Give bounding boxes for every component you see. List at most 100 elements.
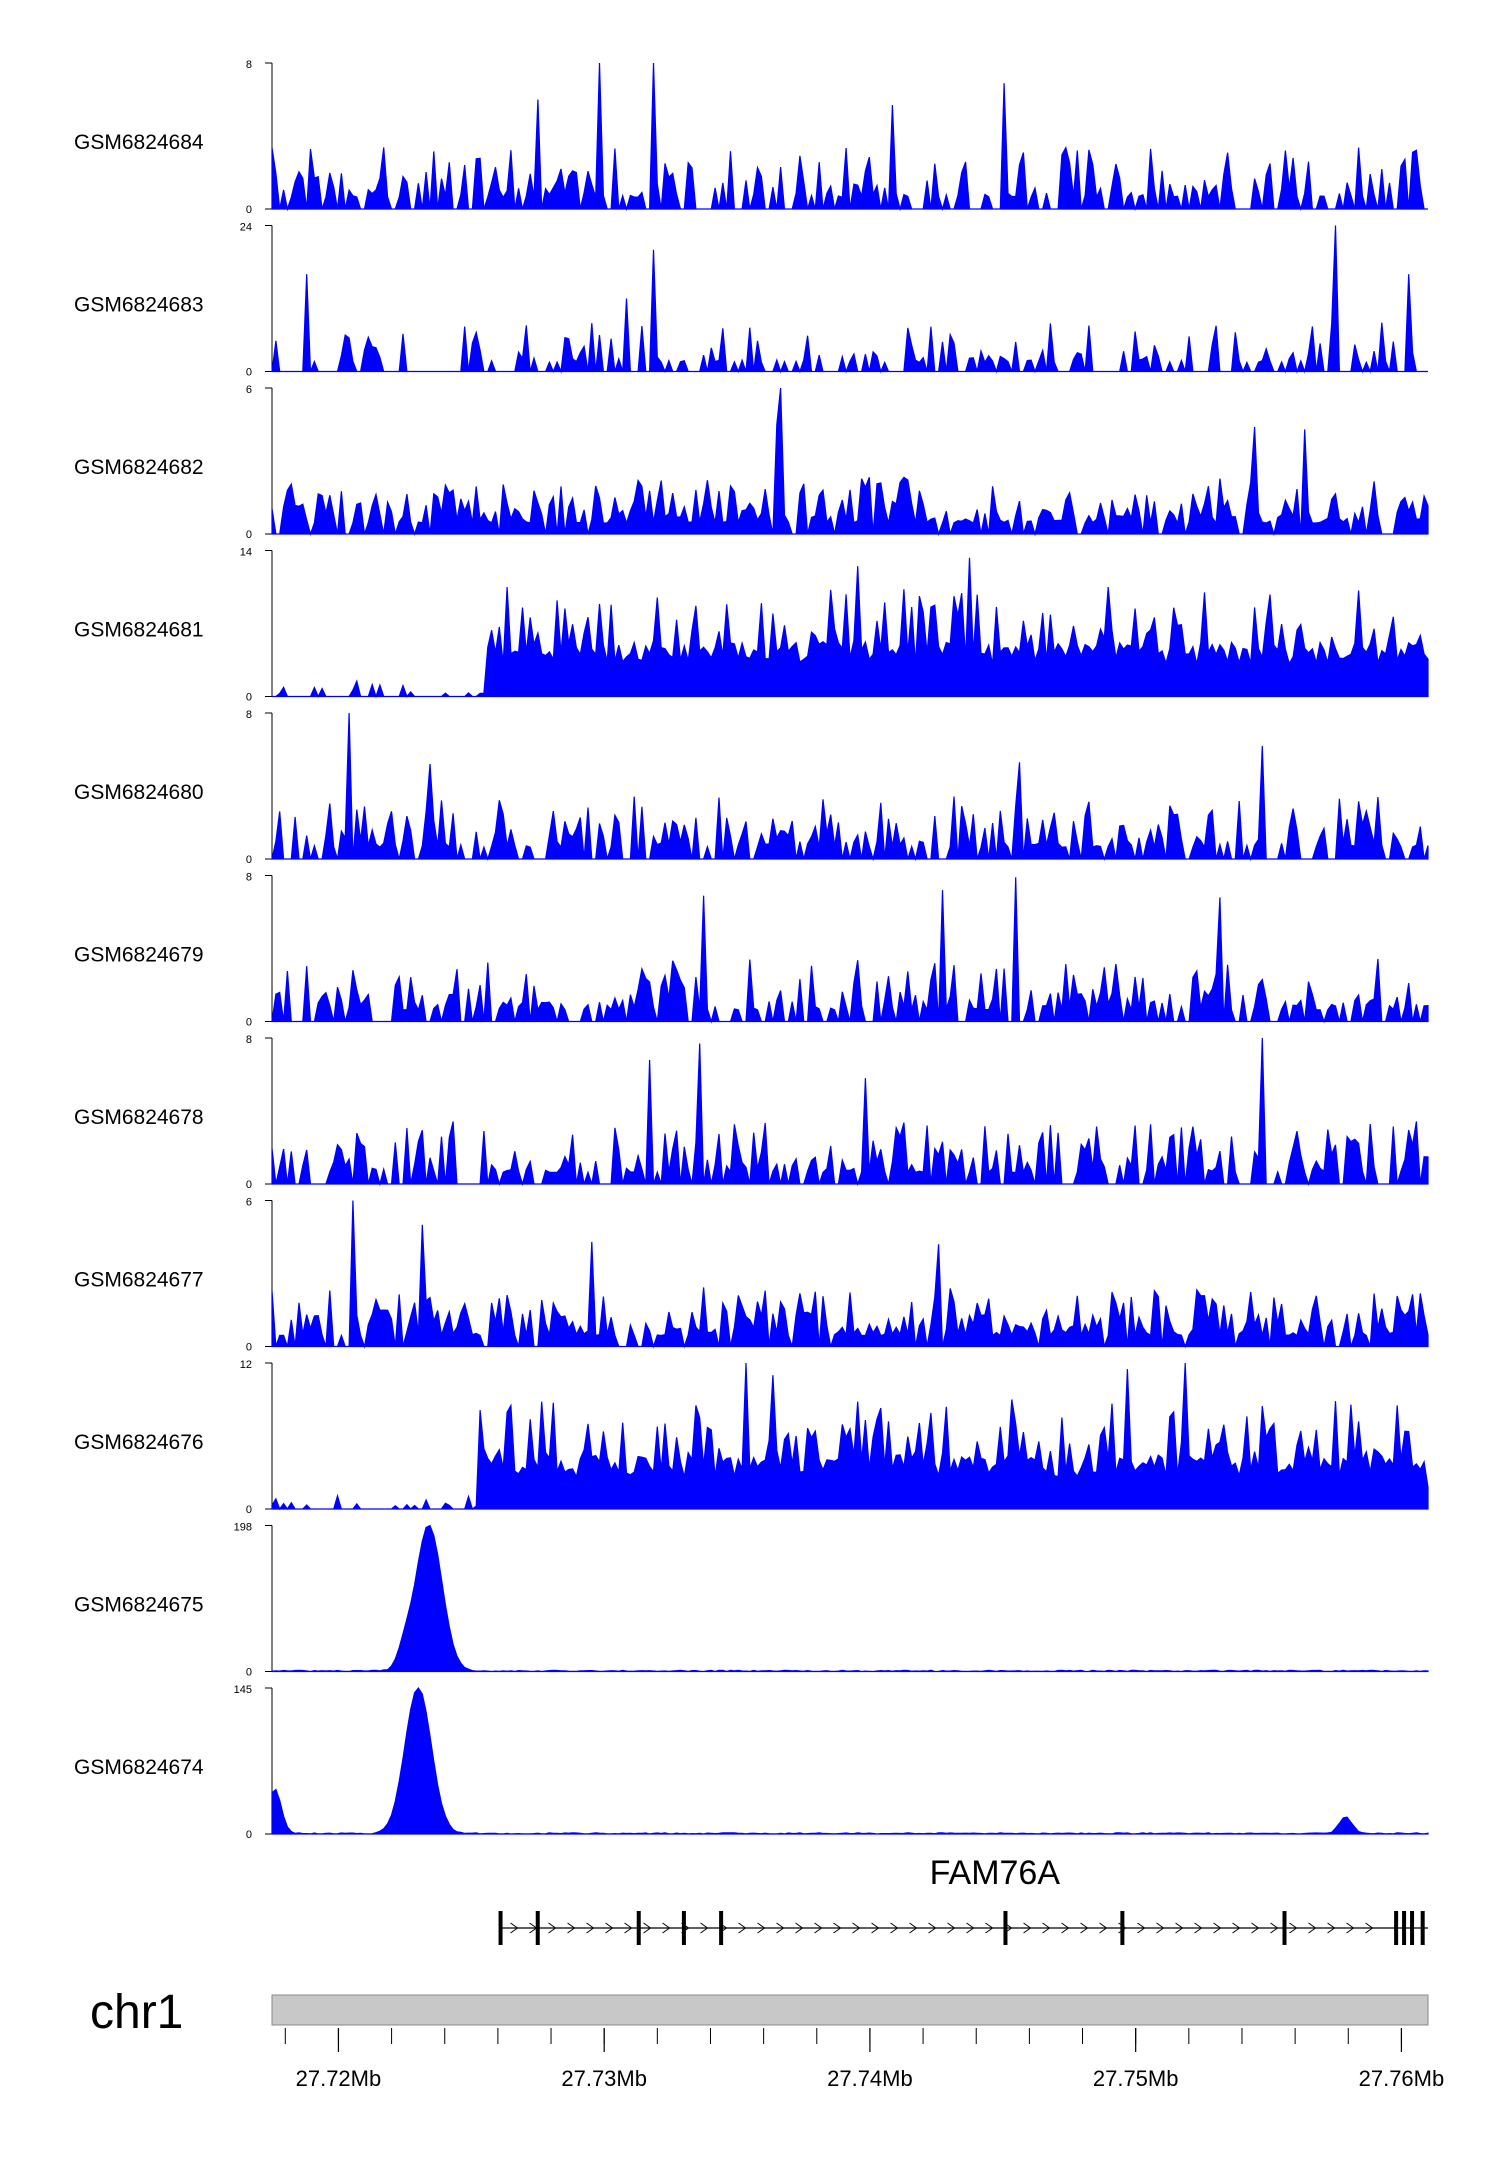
strand-chevron [1175, 1922, 1184, 1934]
y-tick-label-min: 0 [246, 692, 252, 704]
exon [1003, 1911, 1008, 1945]
strand-chevron [1137, 1922, 1146, 1934]
track-GSM6824679: GSM6824679 8 0 [74, 872, 1429, 1029]
strand-chevron [1365, 1922, 1374, 1934]
track-label: GSM6824683 [74, 294, 204, 317]
strand-chevron [776, 1922, 785, 1934]
y-tick-label-max: 198 [234, 1522, 252, 1534]
y-tick-label-min: 0 [246, 1342, 252, 1354]
exon [535, 1911, 540, 1945]
strand-chevron [1023, 1922, 1032, 1934]
axis-tick-label: 27.76Mb [1359, 2066, 1445, 2091]
genomic-axis: chr1 27.72Mb 27.73Mb 27.74Mb 27.75Mb 27.76Mb [90, 1986, 1444, 2091]
exon [1410, 1911, 1415, 1945]
strand-chevron [985, 1922, 994, 1934]
strand-chevron [833, 1922, 842, 1934]
y-tick-label-min: 0 [246, 1504, 252, 1516]
track-GSM6824675: GSM6824675 198 0 [74, 1522, 1429, 1679]
coverage-area [272, 557, 1429, 699]
coverage-area [271, 1200, 1429, 1349]
strand-chevron [700, 1922, 709, 1934]
coverage-tracks: GSM682468480GSM6824683240GSM682468260GSM… [74, 59, 1429, 1841]
strand-chevron [586, 1922, 595, 1934]
strand-chevron [1156, 1922, 1165, 1934]
track-label: GSM6824675 [74, 1594, 204, 1617]
strand-chevron [1232, 1922, 1241, 1934]
axis-tick-label: 27.72Mb [296, 2066, 382, 2091]
track-GSM6824674: GSM6824674 145 0 [74, 1684, 1429, 1841]
chromosome-label: chr1 [90, 1986, 183, 2039]
track-label: GSM6824674 [74, 1756, 204, 1779]
track-GSM6824678: GSM6824678 8 0 [74, 1034, 1429, 1191]
coverage-area [271, 1524, 1429, 1673]
y-tick-label-max: 8 [246, 872, 252, 884]
gene-model: FAM76A [498, 1854, 1428, 1945]
strand-chevron [909, 1922, 918, 1934]
track-GSM6824677: GSM6824677 6 0 [74, 1197, 1429, 1354]
track-label: GSM6824676 [74, 1431, 204, 1454]
chromosome-bar [271, 1994, 1429, 2026]
y-tick-label-max: 6 [246, 384, 252, 396]
exon [1402, 1911, 1407, 1945]
exon [1120, 1911, 1125, 1945]
strand-chevron [1251, 1922, 1260, 1934]
y-tick-label-min: 0 [246, 204, 252, 216]
strand-chevron [890, 1922, 899, 1934]
y-tick-label-max: 14 [240, 547, 252, 559]
y-tick-label-max: 24 [240, 222, 252, 234]
y-tick-label-min: 0 [246, 854, 252, 866]
strand-chevron [871, 1922, 880, 1934]
exon [1420, 1911, 1425, 1945]
y-tick-label-max: 6 [246, 1197, 252, 1209]
y-tick-label-min: 0 [246, 1017, 252, 1029]
strand-chevron [757, 1922, 766, 1934]
track-GSM6824680: GSM6824680 8 0 [74, 709, 1429, 866]
y-tick-label-max: 8 [246, 709, 252, 721]
track-label: GSM6824678 [74, 1106, 204, 1129]
coverage-area [271, 1362, 1429, 1511]
gene-name: FAM76A [930, 1854, 1061, 1892]
track-label: GSM6824680 [74, 781, 204, 804]
strand-chevron [795, 1922, 804, 1934]
track-GSM6824684: GSM6824684 8 0 [74, 59, 1428, 216]
strand-chevron [567, 1922, 576, 1934]
y-tick-label-max: 8 [246, 1034, 252, 1046]
strand-chevron [738, 1922, 747, 1934]
strand-chevron [852, 1922, 861, 1934]
strand-chevron [510, 1922, 519, 1934]
strand-chevron [1213, 1922, 1222, 1934]
track-label: GSM6824679 [74, 944, 204, 967]
exon [681, 1911, 686, 1945]
axis-tick-label: 27.74Mb [827, 2066, 913, 2091]
y-tick-label-min: 0 [246, 1829, 252, 1841]
track-GSM6824676: GSM6824676 12 0 [74, 1359, 1429, 1516]
y-tick-label-max: 8 [246, 59, 252, 71]
strand-chevron [928, 1922, 937, 1934]
y-tick-label-min: 0 [246, 1667, 252, 1679]
strand-chevron [624, 1922, 633, 1934]
strand-chevron [1270, 1922, 1279, 1934]
y-tick-label-min: 0 [246, 529, 252, 541]
strand-chevron [1099, 1922, 1108, 1934]
track-label: GSM6824677 [74, 1269, 204, 1292]
coverage-area [271, 1686, 1429, 1835]
track-label: GSM6824682 [74, 456, 204, 479]
strand-chevron [1289, 1922, 1298, 1934]
coverage-area [271, 1037, 1429, 1187]
strand-chevron [814, 1922, 823, 1934]
coverage-area [271, 225, 1428, 374]
strand-chevron [947, 1922, 956, 1934]
exon [1282, 1911, 1287, 1945]
strand-chevron [1346, 1922, 1355, 1934]
strand-chevron [1080, 1922, 1089, 1934]
exon [1394, 1911, 1399, 1945]
track-label: GSM6824684 [74, 131, 204, 154]
axis-tick-label: 27.75Mb [1093, 2066, 1179, 2091]
coverage-area [271, 877, 1429, 1024]
track-GSM6824683: GSM6824683 24 0 [74, 222, 1428, 379]
strand-chevron [643, 1922, 652, 1934]
strand-chevron [548, 1922, 557, 1934]
strand-chevron [1308, 1922, 1317, 1934]
y-tick-label-min: 0 [246, 1179, 252, 1191]
track-GSM6824682: GSM6824682 6 0 [74, 384, 1429, 541]
